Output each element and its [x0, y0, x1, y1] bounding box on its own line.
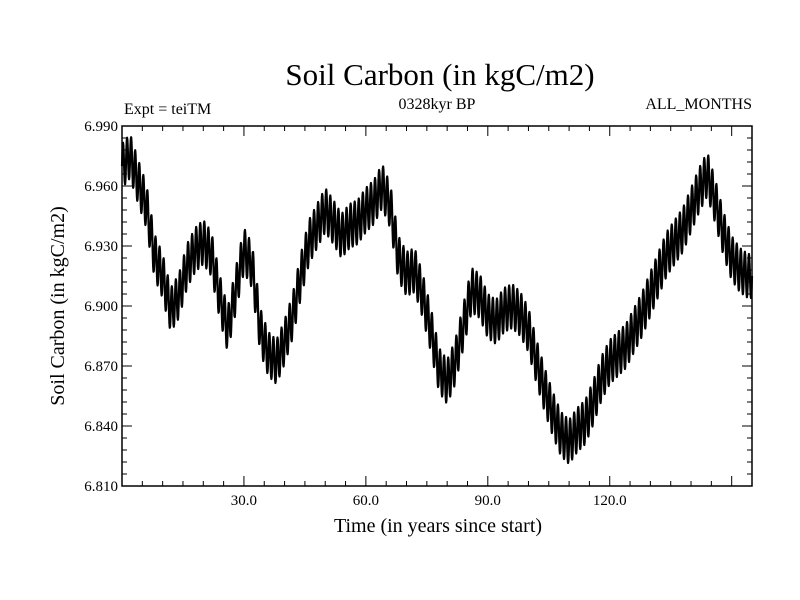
y-tick-label: 6.960 — [84, 179, 118, 195]
x-tick-label: 60.0 — [353, 493, 379, 509]
x-tick-label: 30.0 — [231, 493, 257, 509]
x-axis-label: Time (in years since start) — [334, 515, 542, 537]
axis-ticks — [122, 125, 752, 487]
y-tick-label: 6.840 — [84, 419, 118, 435]
y-tick-label: 6.930 — [84, 239, 118, 255]
x-tick-label: 120.0 — [593, 493, 627, 509]
y-tick-label: 6.900 — [84, 299, 118, 315]
y-tick-label: 6.810 — [84, 479, 118, 495]
soil-carbon-series-line — [120, 136, 754, 465]
chart-title: Soil Carbon (in kgC/m2) — [285, 57, 594, 92]
y-tick-label: 6.870 — [84, 359, 118, 375]
axis-tick-labels: 30.0 60.0 90.0 120.0 6.810 6.840 6.870 6.900 6.9… — [84, 119, 626, 509]
y-tick-label: 6.990 — [84, 119, 118, 135]
period-label: 0328kyr BP — [399, 96, 476, 113]
months-label: ALL_MONTHS — [645, 96, 752, 113]
experiment-label: Expt = teiTM — [124, 101, 211, 118]
y-axis-label: Soil Carbon (in kgC/m2) — [47, 206, 69, 405]
x-tick-label: 90.0 — [475, 493, 501, 509]
plot-frame — [121, 125, 753, 487]
